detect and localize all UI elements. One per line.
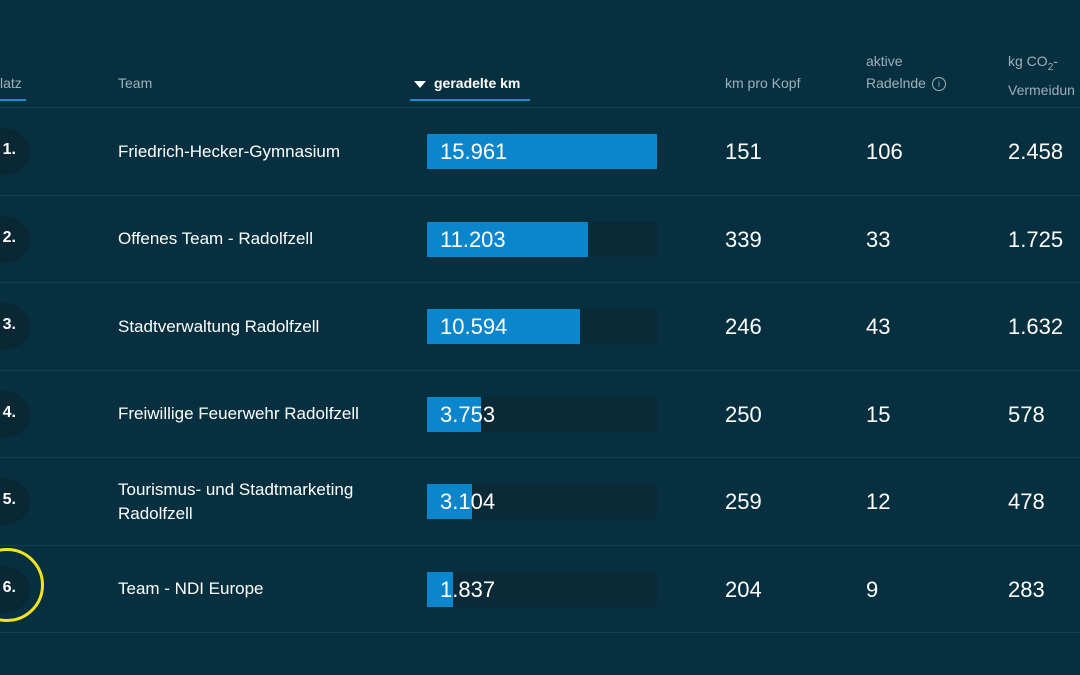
team-name[interactable]: Tourismus- und Stadtmarketing Radolfzell [118, 479, 354, 523]
km-bar-fill [427, 309, 580, 344]
km-bar-fill [427, 484, 472, 519]
active-tab-underline [0, 99, 26, 101]
km-bar-fill [427, 396, 482, 432]
km-bar-track: 10.594 [427, 309, 657, 344]
column-header-aktive-line1: aktive [866, 53, 903, 69]
table-header: latz Team geradelte km km pro Kopf aktiv… [0, 0, 1080, 108]
column-header-aktive-radelnde[interactable]: aktive Radelnde i [866, 50, 946, 94]
co2-value: 1.725 [1008, 226, 1064, 252]
co2-value: 1.632 [1008, 314, 1064, 339]
km-pro-kopf-value: 259 [725, 489, 762, 514]
column-header-aktive-line2: Radelnde [866, 75, 926, 91]
column-header-co2[interactable]: kg CO2- Vermeidun [1008, 50, 1075, 101]
km-pro-kopf-value: 151 [725, 139, 762, 164]
km-bar-fill [427, 221, 589, 257]
km-bar-fill [427, 571, 454, 607]
km-bar-fill [427, 134, 657, 169]
rank-badge: 5. [0, 478, 30, 525]
column-header-co2-line1: kg CO [1008, 53, 1048, 69]
rank-number: 3. [2, 316, 16, 333]
column-header-team[interactable]: Team [118, 75, 153, 91]
column-header-geradelte-km-label: geradelte km [434, 75, 521, 91]
rank-badge: 2. [0, 215, 30, 263]
co2-subscript: 2 [1047, 61, 1054, 73]
aktive-radelnde-value: 15 [866, 401, 891, 427]
km-value: 10.594 [440, 314, 508, 339]
team-name[interactable]: Freiwillige Feuerwehr Radolfzell [118, 404, 359, 423]
team-name[interactable]: Stadtverwaltung Radolfzell [118, 316, 320, 336]
table-row[interactable]: 1. Friedrich-Hecker-Gymnasium 15.961 151… [0, 108, 1080, 196]
rank-badge: 4. [0, 390, 30, 438]
km-pro-kopf-value: 204 [725, 576, 762, 602]
rank-number: 1. [2, 141, 16, 158]
aktive-radelnde-value: 106 [866, 139, 903, 164]
km-value: 1.837 [440, 576, 496, 602]
column-header-km-pro-kopf[interactable]: km pro Kopf [725, 75, 801, 91]
table-row[interactable]: 5. Tourismus- und Stadtmarketing Radolfz… [0, 458, 1080, 546]
rank-badge: 3. [0, 303, 30, 350]
aktive-radelnde-value: 12 [866, 489, 891, 514]
km-pro-kopf-value: 339 [725, 226, 762, 252]
rank-number: 2. [2, 228, 16, 246]
km-bar-track: 11.203 [427, 221, 657, 257]
km-value: 3.104 [440, 489, 496, 514]
column-header-platz[interactable]: latz [0, 75, 22, 91]
rank-number: 4. [2, 403, 16, 421]
co2-value: 2.458 [1008, 139, 1064, 164]
km-value: 15.961 [440, 139, 508, 164]
co2-dash: - [1053, 53, 1058, 69]
km-bar-track: 3.753 [427, 396, 657, 432]
team-name[interactable]: Friedrich-Hecker-Gymnasium [118, 141, 340, 161]
km-value: 3.753 [440, 401, 496, 427]
co2-value: 578 [1008, 401, 1045, 427]
column-header-geradelte-km[interactable]: geradelte km [414, 72, 520, 94]
table-row[interactable]: 6. Team - NDI Europe 1.837 204 9 283 [0, 546, 1080, 633]
km-bar-track: 3.104 [427, 484, 657, 519]
co2-value: 283 [1008, 576, 1045, 602]
aktive-radelnde-value: 43 [866, 314, 891, 339]
table-row[interactable]: 3. Stadtverwaltung Radolfzell 10.594 246… [0, 283, 1080, 371]
sort-desc-icon [414, 80, 426, 88]
team-name[interactable]: Offenes Team - Radolfzell [118, 229, 313, 248]
aktive-radelnde-value: 33 [866, 226, 891, 252]
info-icon[interactable]: i [931, 77, 946, 91]
km-bar-track: 15.961 [427, 134, 657, 169]
km-bar-track: 1.837 [427, 571, 657, 607]
sort-tab-underline [410, 99, 530, 101]
co2-value: 478 [1008, 489, 1045, 514]
header-divider [0, 107, 1080, 108]
table-row[interactable]: 2. Offenes Team - Radolfzell 11.203 339 … [0, 196, 1080, 283]
km-pro-kopf-value: 246 [725, 314, 762, 339]
rank-number: 5. [2, 491, 16, 508]
ranking-table: 1. Friedrich-Hecker-Gymnasium 15.961 151… [0, 108, 1080, 633]
table-row[interactable]: 4. Freiwillige Feuerwehr Radolfzell 3.75… [0, 371, 1080, 458]
column-header-co2-line2: Vermeidun [1008, 81, 1075, 98]
km-value: 11.203 [440, 226, 506, 252]
rank-badge: 1. [0, 128, 30, 175]
aktive-radelnde-value: 9 [866, 576, 879, 602]
team-name[interactable]: Team - NDI Europe [118, 579, 264, 598]
km-pro-kopf-value: 250 [725, 401, 762, 427]
